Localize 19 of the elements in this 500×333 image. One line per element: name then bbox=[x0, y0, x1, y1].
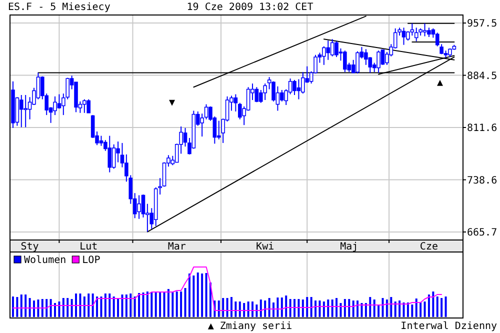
x-tick-label: Sty bbox=[20, 242, 39, 252]
legend-label: LOP bbox=[82, 255, 100, 266]
text: ▲ Zmiany serii bbox=[208, 321, 292, 332]
x-tick-label: Cze bbox=[420, 242, 438, 252]
y-tick-label: 884.5 bbox=[467, 70, 498, 82]
x-tick-label: Mar bbox=[168, 242, 186, 252]
x-tick-label: Kwi bbox=[256, 242, 274, 252]
annotation: ▼ bbox=[168, 98, 176, 108]
y-tick-label: 811.6 bbox=[467, 123, 498, 134]
y-tick-label: 665.7 bbox=[467, 227, 498, 238]
x-tick-label: Lut bbox=[80, 242, 98, 252]
text: Interwal Dzienny bbox=[400, 321, 497, 332]
chart-subtitle: 19 Cze 2009 13:02 CET bbox=[186, 2, 314, 13]
y-tick-label: 738.6 bbox=[467, 175, 498, 186]
annotation: ▲ bbox=[436, 78, 444, 88]
y-tick-label: 957.5 bbox=[467, 18, 498, 30]
chart-title: ES.F - 5 Miesiecy bbox=[8, 2, 110, 13]
x-tick-label: Maj bbox=[340, 242, 358, 252]
legend-label: Wolumen bbox=[24, 255, 66, 266]
